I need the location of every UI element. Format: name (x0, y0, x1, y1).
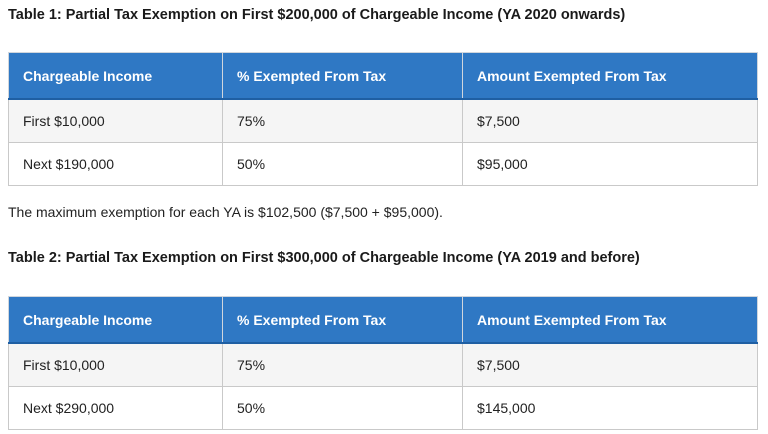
tax-exemption-table-1: Chargeable Income % Exempted From Tax Am… (8, 52, 758, 186)
cell-amount-exempted: $95,000 (462, 142, 758, 186)
table-2-heading: Table 2: Partial Tax Exemption on First … (8, 250, 640, 266)
column-header-chargeable-income: Chargeable Income (8, 296, 223, 344)
tax-exemption-table-2: Chargeable Income % Exempted From Tax Am… (8, 296, 758, 430)
column-header-percent-exempted: % Exempted From Tax (222, 296, 463, 344)
cell-amount-exempted: $7,500 (462, 342, 758, 387)
table-header-row: Chargeable Income % Exempted From Tax Am… (8, 52, 758, 100)
cell-chargeable-income: First $10,000 (8, 98, 223, 143)
table-row: Next $290,000 50% $145,000 (8, 386, 758, 430)
cell-percent-exempted: 50% (222, 386, 463, 430)
cell-chargeable-income: Next $190,000 (8, 142, 223, 186)
column-header-amount-exempted: Amount Exempted From Tax (462, 52, 758, 100)
table-row: First $10,000 75% $7,500 (8, 342, 758, 387)
column-header-percent-exempted: % Exempted From Tax (222, 52, 463, 100)
table-1-heading: Table 1: Partial Tax Exemption on First … (8, 7, 626, 23)
cell-chargeable-income: First $10,000 (8, 342, 223, 387)
cell-chargeable-income: Next $290,000 (8, 386, 223, 430)
cell-percent-exempted: 50% (222, 142, 463, 186)
cell-percent-exempted: 75% (222, 98, 463, 143)
cell-percent-exempted: 75% (222, 342, 463, 387)
table-header-row: Chargeable Income % Exempted From Tax Am… (8, 296, 758, 344)
column-header-chargeable-income: Chargeable Income (8, 52, 223, 100)
table-row: First $10,000 75% $7,500 (8, 98, 758, 143)
cell-amount-exempted: $145,000 (462, 386, 758, 430)
maximum-exemption-note: The maximum exemption for each YA is $10… (8, 204, 443, 220)
table-row: Next $190,000 50% $95,000 (8, 142, 758, 186)
column-header-amount-exempted: Amount Exempted From Tax (462, 296, 758, 344)
cell-amount-exempted: $7,500 (462, 98, 758, 143)
